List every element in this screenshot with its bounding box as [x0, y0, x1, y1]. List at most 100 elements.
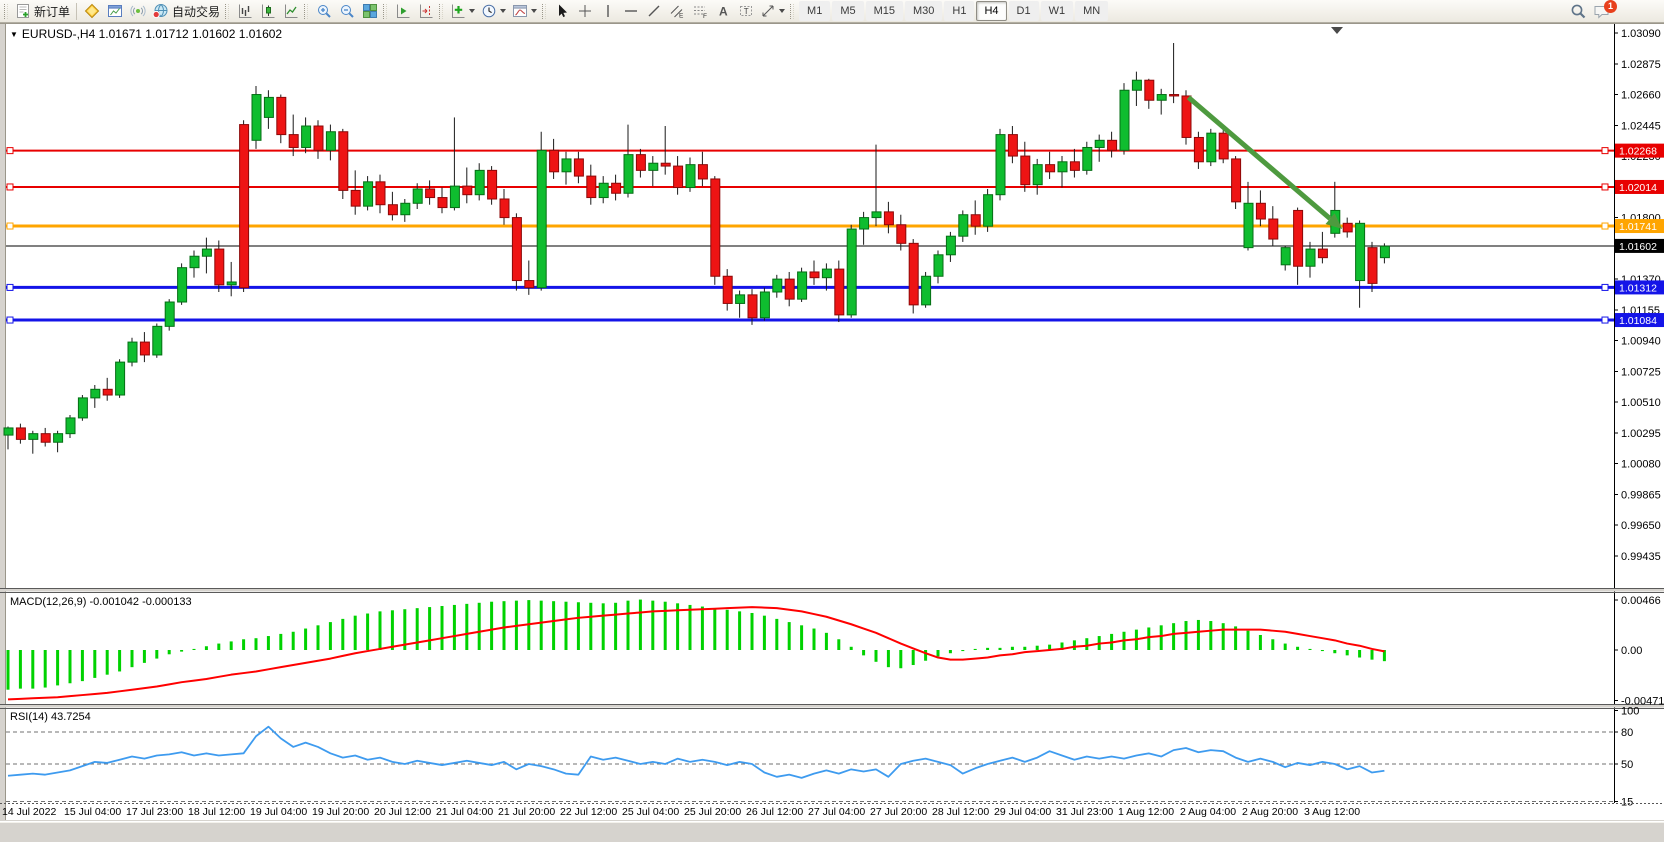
macd-histogram-bar [626, 600, 630, 650]
toolbar-grip[interactable] [542, 3, 547, 19]
macd-histogram-bar [1010, 646, 1014, 650]
bar-chart-button[interactable] [233, 1, 256, 21]
macd-histogram-bar [787, 622, 791, 650]
macd-histogram-bar [1308, 648, 1312, 650]
bull-candle [1379, 245, 1390, 259]
new-order-button[interactable]: 新订单 [12, 1, 73, 21]
bear-candle [1255, 202, 1266, 220]
horizontal-line-button[interactable] [619, 1, 642, 21]
cursor-button[interactable] [550, 1, 573, 21]
chart-shift-marker[interactable] [1331, 27, 1343, 34]
macd-histogram-bar [415, 608, 419, 650]
macd-histogram-bar [18, 650, 22, 689]
template-icon [512, 3, 528, 19]
chart-collapse-icon[interactable]: ▼ [10, 30, 18, 39]
level-endpoint-marker [6, 316, 14, 324]
autotrading-button[interactable]: 自动交易 [149, 1, 223, 21]
macd-histogram-bar [812, 628, 816, 650]
bear-candle [40, 433, 51, 443]
macd-histogram-bar [651, 600, 655, 650]
arrows-button[interactable] [757, 1, 788, 21]
signal-button[interactable] [126, 1, 149, 21]
tab-timeframe-w1[interactable]: W1 [1040, 1, 1074, 21]
tab-timeframe-h4[interactable]: H4 [976, 1, 1007, 21]
templates-button[interactable] [509, 1, 540, 21]
time-axis-label: 25 Jul 20:00 [684, 806, 741, 818]
chart-shift-button[interactable] [414, 1, 437, 21]
level-endpoint-marker [1601, 183, 1609, 191]
text-button[interactable]: A [711, 1, 734, 21]
tile-windows-button[interactable] [358, 1, 381, 21]
rsi-indicator-label: RSI(14) 43.7254 [10, 711, 91, 723]
tab-timeframe-m5[interactable]: M5 [832, 1, 864, 21]
macd-histogram-bar [576, 602, 580, 650]
bull-candle [1206, 132, 1217, 163]
crosshair-button[interactable] [573, 1, 596, 21]
bear-candle [239, 124, 250, 289]
status-bar [0, 821, 1664, 842]
candlestick-chart-button[interactable] [256, 1, 279, 21]
zoom-in-button[interactable] [312, 1, 335, 21]
toolbar-grip[interactable] [790, 3, 795, 19]
bear-candle [1218, 132, 1229, 160]
chart-window-button[interactable] [103, 1, 126, 21]
bull-candle [759, 291, 770, 319]
indicators-button[interactable] [447, 1, 478, 21]
bull-candle [77, 397, 88, 419]
bull-candle [933, 254, 944, 277]
toolbar-grip[interactable] [304, 3, 309, 19]
toolbar-grip[interactable] [4, 3, 8, 19]
bull-candle [400, 202, 411, 216]
trend-arrow[interactable] [1186, 95, 1343, 230]
macd-histogram-bar [874, 650, 878, 662]
time-axis: 14 Jul 2022 15 Jul 04:00 17 Jul 23:00 18 Ju… [2, 806, 1360, 818]
periods-button[interactable] [478, 1, 509, 21]
fibonacci-button[interactable]: F [688, 1, 711, 21]
macd-histogram-bar [750, 612, 754, 650]
rsi-line [7, 725, 1385, 779]
macd-histogram-bar [440, 606, 444, 650]
auto-scroll-button[interactable] [391, 1, 414, 21]
price-tag-label: 1.02268 [1619, 146, 1657, 158]
bull-candle [846, 228, 857, 316]
level-endpoint-marker [1601, 222, 1609, 230]
bear-candle [611, 182, 622, 194]
tab-timeframe-m1[interactable]: M1 [799, 1, 831, 21]
macd-histogram-bar [167, 650, 171, 655]
zoom-out-button[interactable] [335, 1, 358, 21]
search-button[interactable] [1567, 1, 1590, 21]
trendline-button[interactable] [642, 1, 665, 21]
time-axis-label: 1 Aug 12:00 [1118, 806, 1174, 818]
notifications-button[interactable]: 1 [1590, 0, 1617, 21]
bull-candle [1280, 247, 1291, 266]
tab-timeframe-mn[interactable]: MN [1075, 1, 1109, 21]
text-label-button[interactable]: T [734, 1, 757, 21]
macd-tick-label: 0.00466 [1621, 595, 1661, 607]
market-watch-button[interactable] [80, 1, 103, 21]
macd-histogram-bar [1085, 638, 1089, 650]
price-tick-label: 1.00940 [1621, 336, 1661, 348]
bull-candle [598, 182, 609, 199]
toolbar-grip[interactable] [439, 3, 444, 19]
tab-timeframe-m15[interactable]: M15 [865, 1, 903, 21]
tab-timeframe-m30[interactable]: M30 [905, 1, 943, 21]
bear-candle [1144, 79, 1155, 101]
toolbar-grip[interactable] [383, 3, 388, 19]
tab-timeframe-d1[interactable]: D1 [1008, 1, 1039, 21]
timeframe-group: M1 M5 M15 M30 H1 H4 D1 W1 MN [798, 1, 1109, 21]
macd-histogram-bar [118, 650, 122, 672]
level-endpoint-marker [6, 283, 14, 291]
macd-histogram-bar [973, 648, 977, 650]
price-tick-label: 1.02445 [1621, 120, 1661, 132]
macd-histogram-bar [800, 625, 804, 650]
line-chart-button[interactable] [279, 1, 302, 21]
vertical-line-button[interactable] [596, 1, 619, 21]
macd-histogram-bar [911, 650, 915, 666]
line-chart-icon [283, 3, 299, 19]
tab-timeframe-h1[interactable]: H1 [944, 1, 975, 21]
toolbar-separator [76, 2, 78, 20]
toolbar-grip[interactable] [225, 3, 230, 19]
equidistant-channel-button[interactable]: E [665, 1, 688, 21]
